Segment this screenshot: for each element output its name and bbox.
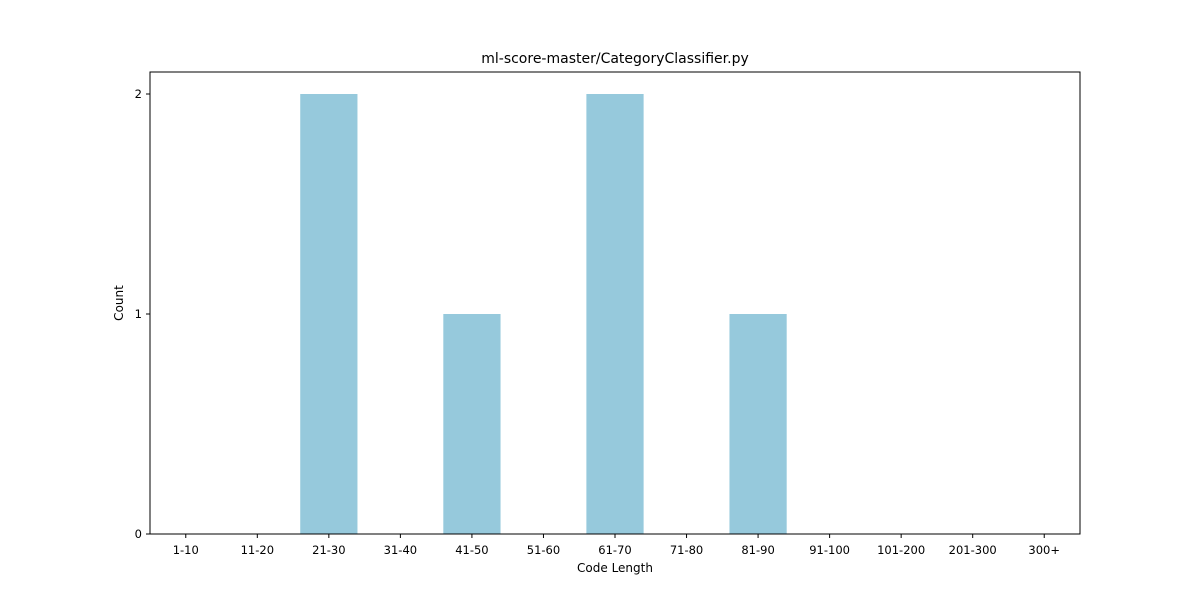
x-tick-label: 21-30 <box>312 543 345 557</box>
chart-title: ml-score-master/CategoryClassifier.py <box>481 51 749 67</box>
bar-61-70 <box>586 94 644 534</box>
x-tick-label: 201-300 <box>949 543 997 557</box>
x-tick-label: 61-70 <box>598 543 631 557</box>
y-tick-label: 2 <box>135 87 142 101</box>
x-tick-label: 300+ <box>1028 543 1060 557</box>
bars-layer <box>300 94 787 534</box>
bar-41-50 <box>443 314 501 534</box>
y-tick-label: 0 <box>135 527 142 541</box>
x-tick-label: 71-80 <box>670 543 703 557</box>
x-tick-label: 81-90 <box>741 543 774 557</box>
x-tick-label: 101-200 <box>877 543 925 557</box>
y-ticks: 0 1 2 <box>135 87 150 541</box>
x-tick-label: 51-60 <box>527 543 560 557</box>
x-ticks: 1-10 11-20 21-30 31-40 41-50 51-60 61-70 71-80 8… <box>173 534 1060 557</box>
bar-21-30 <box>300 94 358 534</box>
y-tick-label: 1 <box>135 307 142 321</box>
bar-81-90 <box>729 314 787 534</box>
x-tick-label: 31-40 <box>384 543 417 557</box>
x-tick-label: 41-50 <box>455 543 488 557</box>
x-axis-label: Code Length <box>577 561 653 575</box>
x-tick-label: 91-100 <box>809 543 850 557</box>
y-axis-label: Count <box>112 285 126 321</box>
x-tick-label: 1-10 <box>173 543 199 557</box>
x-tick-label: 11-20 <box>241 543 274 557</box>
